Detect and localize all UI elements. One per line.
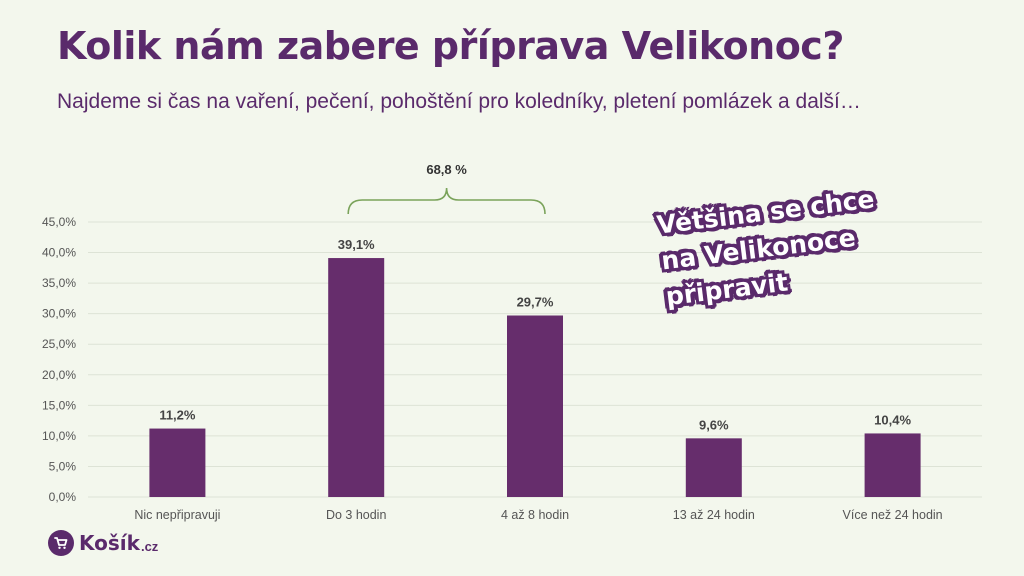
x-category-label: Více než 24 hodin (843, 508, 943, 522)
bar (685, 438, 742, 497)
y-tick-label: 0,0% (49, 490, 77, 504)
bar (864, 433, 921, 497)
y-tick-label: 40,0% (42, 246, 76, 260)
y-tick-label: 15,0% (42, 398, 76, 412)
bar (328, 258, 385, 497)
bar-value-label: 11,2% (159, 408, 196, 423)
kosik-logo: Košík .cz (48, 530, 158, 556)
y-tick-label: 35,0% (42, 276, 76, 290)
bar-value-label: 39,1% (338, 237, 375, 252)
x-category-label: Nic nepřipravuji (134, 508, 220, 522)
cart-icon (48, 530, 74, 556)
y-tick-label: 20,0% (42, 368, 76, 382)
x-category-label: 13 až 24 hodin (673, 508, 755, 522)
bar (149, 428, 206, 497)
logo-tld: .cz (140, 538, 159, 554)
y-tick-label: 25,0% (42, 337, 76, 351)
page-title: Kolik nám zabere příprava Velikonoc? (57, 24, 844, 68)
bar-value-label: 29,7% (517, 295, 554, 310)
x-category-label: 4 až 8 hodin (501, 508, 569, 522)
bar-value-label: 10,4% (874, 412, 911, 427)
x-category-label: Do 3 hodin (326, 508, 387, 522)
y-tick-label: 5,0% (49, 459, 77, 473)
bar (507, 315, 563, 497)
bar-value-label: 9,6% (699, 417, 729, 432)
annotation-label: 68,8 % (426, 162, 467, 177)
logo-name: Košík (79, 531, 140, 555)
y-tick-label: 30,0% (42, 307, 76, 321)
annotation-bracket (347, 187, 546, 215)
y-tick-label: 10,0% (42, 429, 76, 443)
y-tick-label: 45,0% (42, 215, 76, 229)
page-subtitle: Najdeme si čas na vaření, pečení, pohošt… (57, 90, 861, 113)
